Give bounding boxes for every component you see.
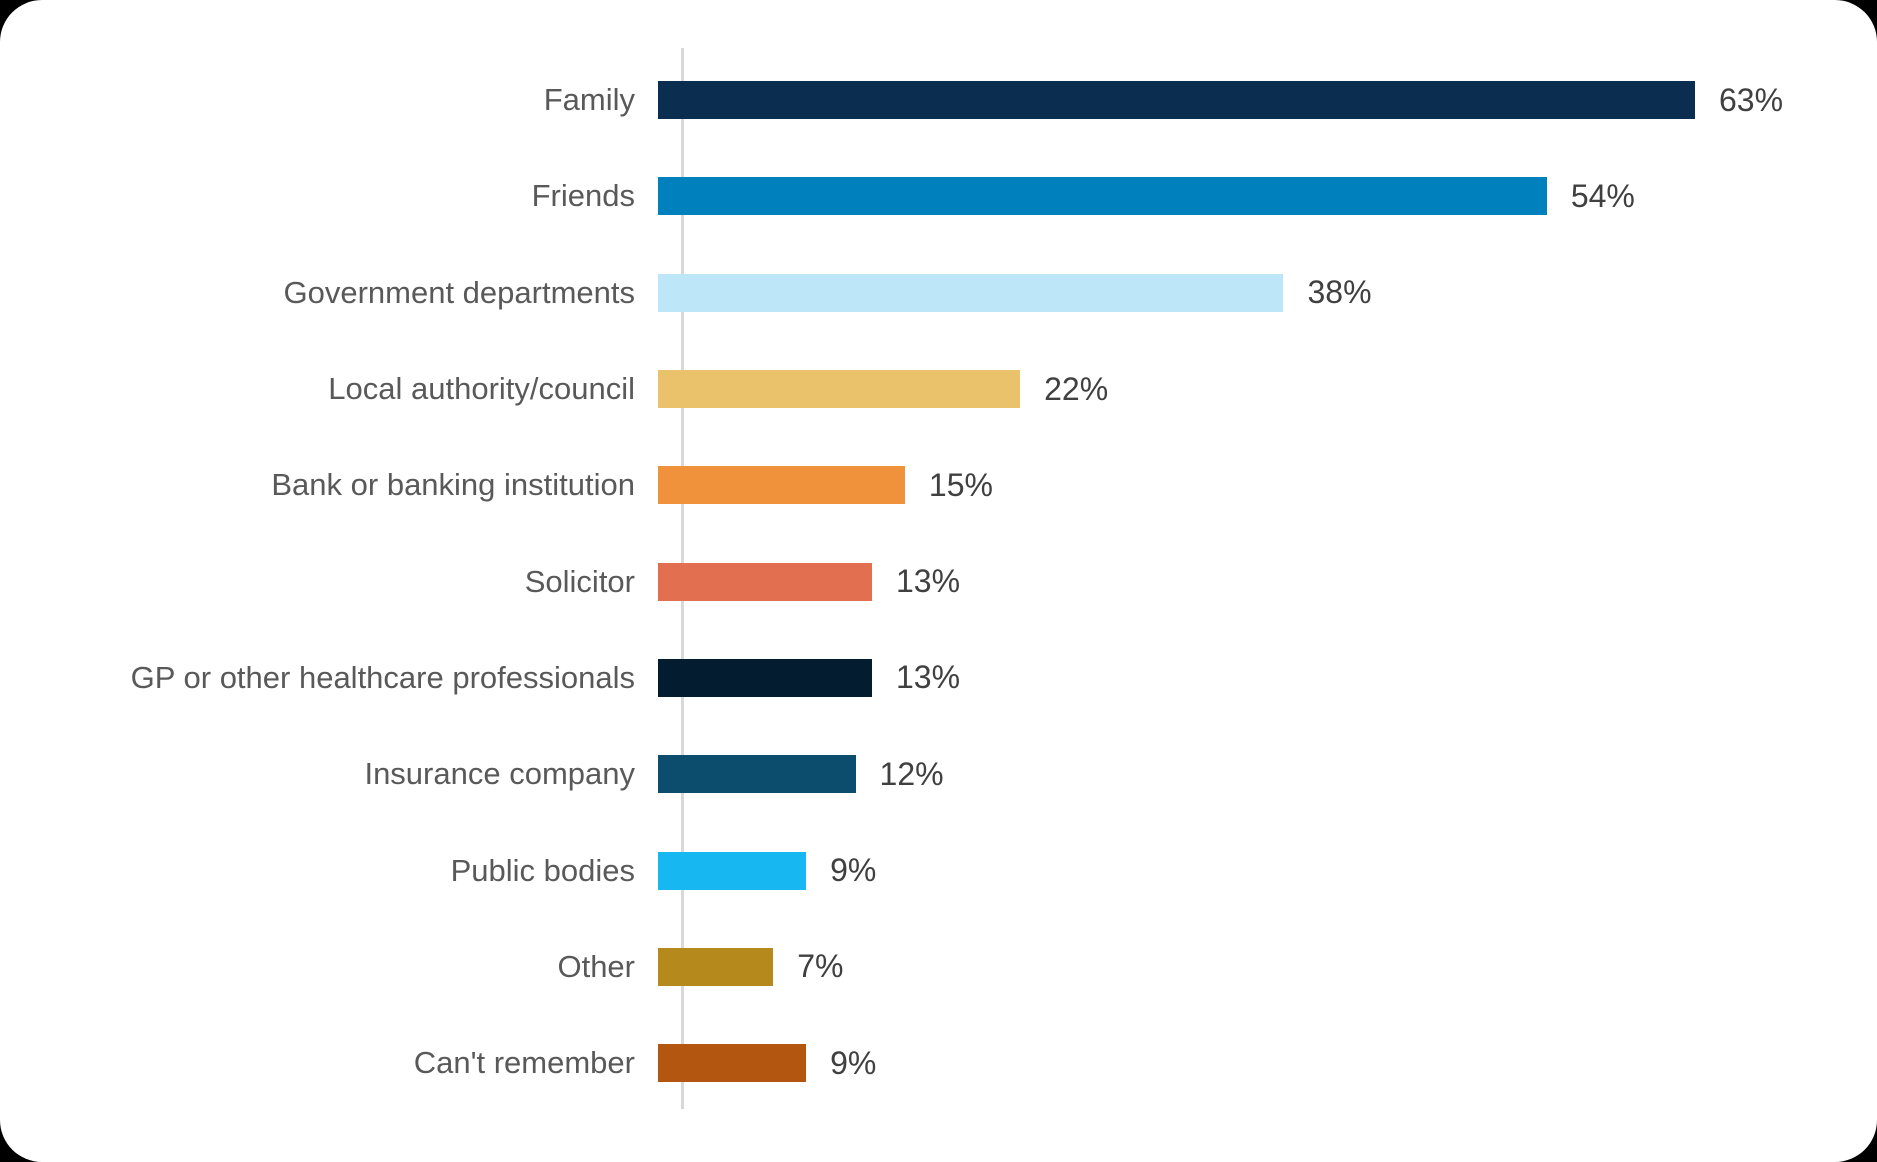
chart-row: Solicitor 13% xyxy=(0,533,1877,629)
value-label: 13% xyxy=(895,659,961,696)
chart-row: Government departments 38% xyxy=(0,245,1877,341)
category-label: Public bodies xyxy=(450,852,635,888)
bar xyxy=(658,1044,807,1083)
plot-area: 38% xyxy=(658,245,1372,341)
chart-row: Local authority/council 22% xyxy=(0,341,1877,437)
chart-row: Bank or banking institution 15% xyxy=(0,437,1877,533)
category-label: Bank or banking institution xyxy=(271,467,635,503)
plot-area: 22% xyxy=(658,341,1108,437)
value-label: 38% xyxy=(1307,274,1372,311)
value-label: 13% xyxy=(895,563,961,600)
value-label: 63% xyxy=(1718,81,1784,118)
bar xyxy=(658,466,905,505)
bar xyxy=(658,81,1695,120)
plot-area: 63% xyxy=(658,52,1783,148)
category-label: GP or other healthcare professionals xyxy=(130,659,635,695)
value-label: 9% xyxy=(830,1044,877,1081)
category-label: Can't remember xyxy=(413,1045,635,1081)
chart-row: Insurance company 12% xyxy=(0,726,1877,822)
plot-area: 7% xyxy=(658,919,843,1015)
plot-area: 12% xyxy=(658,726,944,822)
plot-area: 15% xyxy=(658,437,993,533)
chart-row: GP or other healthcare professionals 13% xyxy=(0,630,1877,726)
chart-row: Can't remember 9% xyxy=(0,1015,1877,1111)
value-label: 22% xyxy=(1044,370,1109,407)
chart-rows: Family 63% Friends 54% Government department… xyxy=(0,52,1877,1111)
plot-area: 13% xyxy=(658,630,960,726)
plot-area: 54% xyxy=(658,148,1635,244)
plot-area: 9% xyxy=(658,822,876,918)
category-label: Solicitor xyxy=(524,563,635,599)
chart-row: Other 7% xyxy=(0,919,1877,1015)
bar xyxy=(658,562,872,601)
bar xyxy=(658,851,807,890)
plot-area: 13% xyxy=(658,533,960,629)
plot-area: 9% xyxy=(658,1015,876,1111)
value-label: 15% xyxy=(928,466,993,503)
bar xyxy=(658,370,1021,409)
category-label: Insurance company xyxy=(364,756,635,792)
bar xyxy=(658,947,774,986)
value-label: 7% xyxy=(797,948,844,985)
value-label: 9% xyxy=(830,852,877,889)
chart-row: Public bodies 9% xyxy=(0,822,1877,918)
chart-row: Family 63% xyxy=(0,52,1877,148)
value-label: 54% xyxy=(1570,177,1635,214)
category-label: Government departments xyxy=(283,274,635,310)
bar xyxy=(658,273,1284,312)
category-label: Friends xyxy=(531,178,635,214)
chart-row: Friends 54% xyxy=(0,148,1877,244)
category-label: Family xyxy=(543,82,635,118)
category-label: Local authority/council xyxy=(328,371,635,407)
category-label: Other xyxy=(557,948,635,984)
bar xyxy=(658,755,856,794)
value-label: 12% xyxy=(879,755,944,792)
bar xyxy=(658,658,872,697)
bar-chart: Family 63% Friends 54% Government department… xyxy=(0,52,1877,1111)
bar xyxy=(658,177,1547,216)
